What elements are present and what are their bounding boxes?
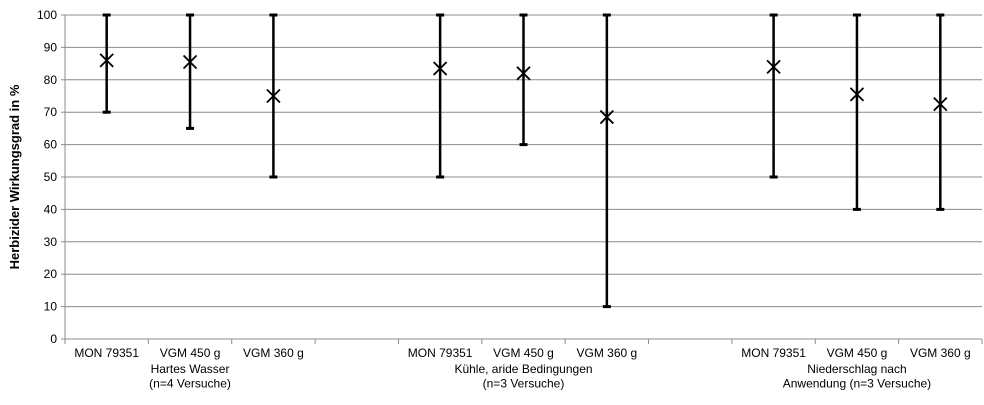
y-tick-label: 90 — [44, 40, 58, 54]
error-bar-point — [933, 13, 948, 211]
mean-marker — [766, 59, 781, 74]
mean-marker — [933, 96, 948, 112]
category-label: VGM 450 g — [827, 346, 888, 360]
group-label: Kühle, aride Bedingungen — [454, 362, 592, 376]
category-label: VGM 450 g — [493, 346, 554, 360]
category-label: VGM 360 g — [243, 346, 304, 360]
error-bar-point — [849, 13, 865, 211]
y-axis-label: Herbizider Wirkungsgrad in % — [7, 84, 22, 269]
category-label: VGM 360 g — [577, 346, 638, 360]
y-tick-label: 10 — [44, 300, 58, 314]
y-tick-label: 30 — [44, 235, 58, 249]
y-tick-label: 50 — [44, 170, 58, 184]
y-tick-label: 20 — [44, 267, 58, 281]
mean-marker — [182, 54, 198, 70]
y-tick-label: 40 — [44, 202, 58, 216]
group-label: (n=4 Versuche) — [149, 377, 231, 391]
category-label: VGM 450 g — [160, 346, 221, 360]
mean-marker — [432, 61, 448, 76]
y-tick-labels: 0 10 20 30 40 50 60 70 80 90 100 — [37, 8, 57, 346]
category-label: VGM 360 g — [910, 346, 971, 360]
category-labels: MON 79351 VGM 450 g VGM 360 g MON 79351 VGM … — [74, 346, 970, 360]
mean-marker — [516, 66, 531, 81]
y-tick-label: 0 — [50, 332, 57, 346]
error-bar-point — [266, 13, 281, 179]
category-label: MON 79351 — [74, 346, 139, 360]
error-bar-point — [99, 13, 114, 114]
category-label: MON 79351 — [741, 346, 806, 360]
category-label: MON 79351 — [408, 346, 473, 360]
axes — [64, 15, 983, 344]
y-tick-label: 70 — [44, 105, 58, 119]
error-bar-point — [182, 13, 198, 130]
mean-marker — [99, 53, 114, 68]
mean-marker — [599, 109, 615, 125]
group-label: Hartes Wasser — [151, 362, 230, 376]
error-bars — [99, 13, 948, 309]
error-bar-point — [599, 13, 615, 309]
y-tick-label: 60 — [44, 138, 58, 152]
y-tick-label: 100 — [37, 8, 57, 22]
error-bar-point — [432, 13, 448, 179]
group-label: Niederschlag nach — [807, 362, 906, 376]
group-labels: Hartes Wasser(n=4 Versuche) Kühle, aride … — [149, 362, 931, 391]
gridlines — [61, 14, 982, 340]
mean-marker — [849, 87, 865, 102]
mean-marker — [266, 88, 281, 104]
group-label: Anwendung (n=3 Versuche) — [783, 377, 931, 391]
error-bar-point — [516, 13, 531, 147]
y-tick-label: 80 — [44, 73, 58, 87]
error-bar-point — [766, 13, 781, 179]
group-label: (n=3 Versuche) — [483, 377, 565, 391]
